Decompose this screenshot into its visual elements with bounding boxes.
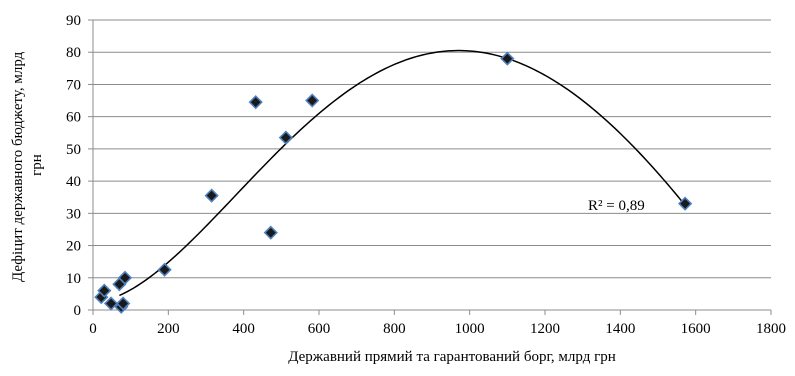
data-point [263, 225, 278, 240]
x-tick-labels: 0 200 400 600 800 1000 1200 1400 1600 1800 [89, 321, 786, 337]
data-point [305, 93, 320, 108]
x-tick-label: 1000 [455, 321, 485, 337]
y-tick-label: 20 [66, 239, 81, 255]
data-point [204, 188, 219, 203]
y-axis-title-line-2: грн [29, 154, 45, 176]
data-point [677, 196, 693, 211]
x-axis-title: Державний прямий та гарантований борг, м… [288, 349, 616, 365]
y-axis-title-line-1: Дефіцит державного бюджету, млрд [10, 51, 26, 282]
x-tick-label: 200 [157, 321, 180, 337]
x-tick-label: 400 [232, 321, 255, 337]
data-point [103, 296, 119, 311]
data-point [116, 296, 131, 311]
trendline [119, 49, 686, 297]
r-squared-label: R² = 0,89 [588, 198, 645, 214]
data-point [117, 270, 133, 285]
gridlines [93, 19, 771, 279]
x-tick-label: 800 [383, 321, 406, 337]
data-point [278, 130, 293, 145]
x-tick-label: 1800 [756, 321, 786, 337]
y-tick-label: 10 [66, 271, 81, 287]
x-tick-label: 1200 [530, 321, 560, 337]
x-tick-label: 0 [89, 321, 97, 337]
y-tick-label: 60 [66, 110, 81, 126]
y-tick-labels: 0 10 20 30 40 50 60 70 80 90 [66, 13, 81, 319]
x-tick-label: 600 [308, 321, 331, 337]
data-point [97, 283, 112, 298]
data-point [248, 95, 263, 110]
y-tick-label: 80 [66, 45, 81, 61]
y-tick-label: 40 [66, 174, 81, 190]
y-tick-label: 30 [66, 206, 81, 222]
x-tick-label: 1400 [605, 321, 635, 337]
x-tick-label: 1600 [681, 321, 711, 337]
axes [88, 19, 772, 315]
y-tick-label: 0 [74, 303, 82, 319]
data-point [157, 262, 172, 277]
data-points [94, 51, 693, 314]
y-tick-label: 70 [66, 77, 81, 93]
y-tick-label: 50 [66, 142, 81, 158]
y-tick-label: 90 [66, 13, 81, 29]
y-axis-title: Дефіцит державного бюджету, млрд грн [10, 48, 45, 282]
data-point [500, 51, 515, 66]
